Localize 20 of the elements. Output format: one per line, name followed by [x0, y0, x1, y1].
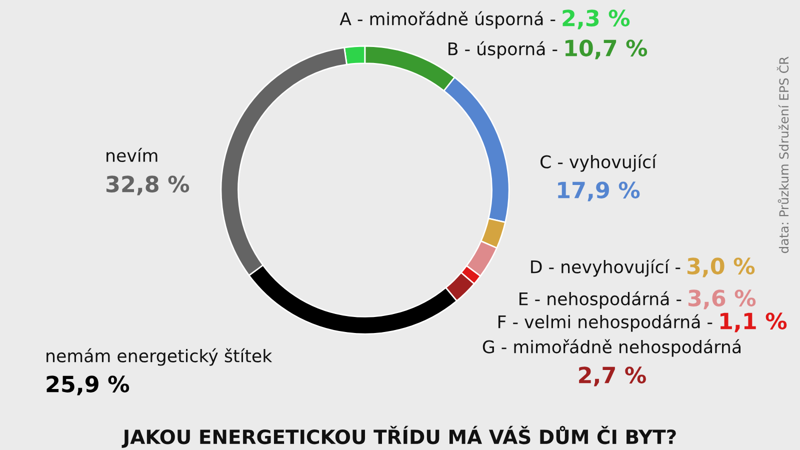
data-label: 3,6 % — [688, 290, 756, 310]
slice-label: A - mimořádně úsporná - — [340, 11, 556, 29]
data-label: 17,9 % — [558, 182, 640, 202]
data-label: 25,9 % — [46, 376, 130, 396]
slice-label: nemám energetický štítek — [46, 348, 272, 366]
text: data: Průzkum Sdružení EPS ČR — [776, 56, 789, 254]
slice-label: E - nehospodárná - — [520, 291, 682, 309]
data-label: 2,3 % — [562, 10, 630, 30]
slice-label: nevím — [106, 148, 158, 162]
data-label: 1,1 % — [720, 312, 787, 332]
data-label: 3,0 % — [687, 258, 755, 278]
text: JAKOU ENERGETICKOU TŘÍDU MÁ VÁŠ DŮM ČI BYT? — [122, 426, 676, 448]
slice-label: G - mimořádně nehospodárná — [482, 339, 741, 357]
data-label: 32,8 % — [106, 176, 190, 196]
slice-label: B - úsporná - — [448, 41, 558, 59]
slice-label: F - velmi nehospodárná - — [498, 314, 712, 332]
slice-label: D - nevyhovující - — [531, 259, 680, 277]
data-label: 10,7 % — [566, 40, 648, 60]
data-label: 2,7 % — [579, 366, 646, 386]
slice-label: C - vyhovující — [540, 154, 657, 172]
